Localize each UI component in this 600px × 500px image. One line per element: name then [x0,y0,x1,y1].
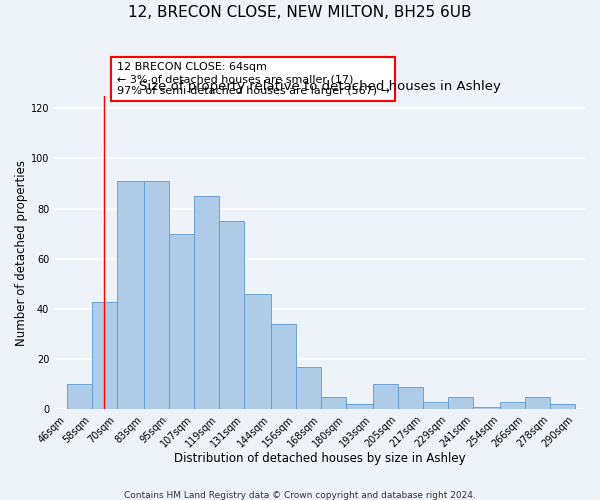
Bar [116,181,143,410]
Bar [422,402,448,409]
Text: 12, BRECON CLOSE, NEW MILTON, BH25 6UB: 12, BRECON CLOSE, NEW MILTON, BH25 6UB [128,5,472,20]
Bar [346,404,373,409]
Bar [194,196,218,410]
Text: Contains HM Land Registry data © Crown copyright and database right 2024.: Contains HM Land Registry data © Crown c… [124,490,476,500]
Bar [143,181,169,410]
Bar [218,221,244,410]
Title: Size of property relative to detached houses in Ashley: Size of property relative to detached ho… [139,80,500,93]
Bar [169,234,194,410]
Bar [398,387,422,409]
Y-axis label: Number of detached properties: Number of detached properties [15,160,28,346]
Bar [296,367,320,410]
Bar [271,324,296,410]
Bar [524,397,550,409]
Bar [373,384,398,409]
X-axis label: Distribution of detached houses by size in Ashley: Distribution of detached houses by size … [174,452,466,465]
Bar [92,302,116,410]
Bar [320,397,346,409]
Bar [448,397,473,409]
Bar [550,404,575,409]
Bar [244,294,271,410]
Bar [67,384,92,409]
Bar [473,407,500,410]
Bar [500,402,524,409]
Text: 12 BRECON CLOSE: 64sqm
← 3% of detached houses are smaller (17)
97% of semi-deta: 12 BRECON CLOSE: 64sqm ← 3% of detached … [116,62,389,96]
